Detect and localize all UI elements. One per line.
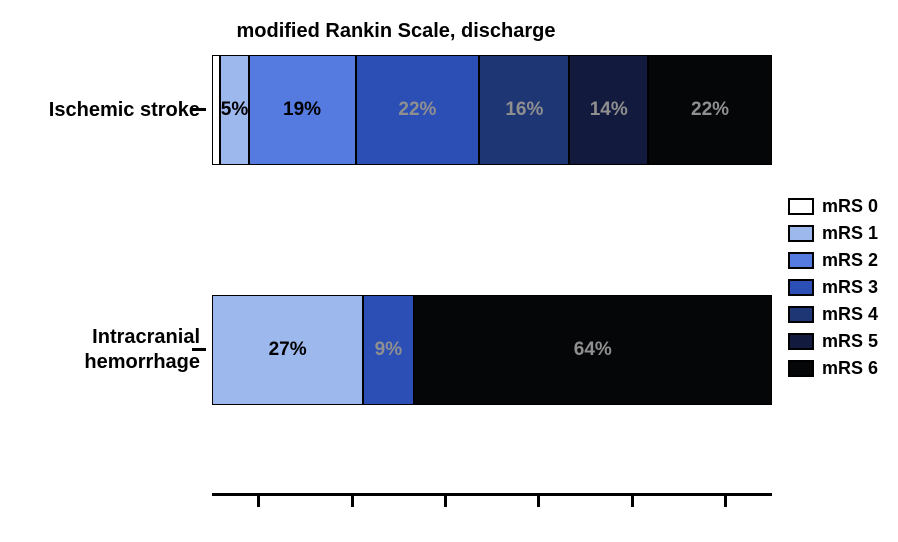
legend-item-mrs4: mRS 4 xyxy=(788,304,878,325)
bar-segment-mrs1: 27% xyxy=(212,295,363,405)
x-tick xyxy=(724,493,727,507)
legend-swatch xyxy=(788,360,814,377)
x-tick xyxy=(444,493,447,507)
segment-label: 16% xyxy=(505,99,543,121)
legend-swatch xyxy=(788,198,814,215)
segment-label: 27% xyxy=(269,339,307,361)
x-tick xyxy=(351,493,354,507)
legend-swatch xyxy=(788,306,814,323)
legend-label: mRS 3 xyxy=(822,277,878,298)
x-tick xyxy=(537,493,540,507)
chart-title: modified Rankin Scale, discharge xyxy=(20,20,772,43)
x-axis xyxy=(212,493,772,496)
category-label-text: hemorrhage xyxy=(84,350,200,375)
legend-label: mRS 2 xyxy=(822,250,878,271)
segment-label: 19% xyxy=(283,99,321,121)
legend-swatch xyxy=(788,252,814,269)
category-label-text: Ischemic stroke xyxy=(49,98,200,123)
segment-label: 9% xyxy=(375,339,402,361)
segment-label: 14% xyxy=(590,99,628,121)
bar-segment-mrs6: 64% xyxy=(414,295,772,405)
plot-area: 5% 19% 22% 16% 14% 22% 27% 9% 64% xyxy=(212,55,772,495)
legend-swatch xyxy=(788,225,814,242)
legend-swatch xyxy=(788,279,814,296)
bar-segment-mrs3: 9% xyxy=(363,295,413,405)
bar-segment-mrs0 xyxy=(212,55,220,165)
bar-ich: 27% 9% 64% xyxy=(212,295,772,405)
bar-segment-mrs5: 14% xyxy=(569,55,648,165)
legend-label: mRS 4 xyxy=(822,304,878,325)
legend-label: mRS 0 xyxy=(822,196,878,217)
bar-ischemic: 5% 19% 22% 16% 14% 22% xyxy=(212,55,772,165)
legend-label: mRS 1 xyxy=(822,223,878,244)
category-label-ich-wrap: Intracranialhemorrhage xyxy=(84,295,200,405)
bar-segment-mrs4: 16% xyxy=(479,55,569,165)
segment-label: 5% xyxy=(221,99,248,121)
bar-segment-mrs6: 22% xyxy=(648,55,772,165)
x-tick xyxy=(257,493,260,507)
segment-label: 22% xyxy=(691,99,729,121)
legend-item-mrs0: mRS 0 xyxy=(788,196,878,217)
mrs-chart: modified Rankin Scale, discharge Ischemi… xyxy=(20,20,878,522)
y-tick xyxy=(192,348,206,351)
category-label-text: Intracranial xyxy=(92,325,200,350)
legend-item-mrs1: mRS 1 xyxy=(788,223,878,244)
y-tick xyxy=(192,108,206,111)
legend: mRS 0 mRS 1 mRS 2 mRS 3 mRS 4 mRS 5 mRS 6 xyxy=(788,196,878,379)
bar-segment-mrs3: 22% xyxy=(356,55,480,165)
bar-segment-mrs1: 5% xyxy=(220,55,248,165)
legend-swatch xyxy=(788,333,814,350)
category-label-ischemic: Ischemic stroke xyxy=(49,55,200,165)
legend-label: mRS 6 xyxy=(822,358,878,379)
bar-segment-mrs2: 19% xyxy=(249,55,356,165)
legend-label: mRS 5 xyxy=(822,331,878,352)
segment-label: 22% xyxy=(398,99,436,121)
legend-item-mrs5: mRS 5 xyxy=(788,331,878,352)
x-tick xyxy=(631,493,634,507)
legend-item-mrs3: mRS 3 xyxy=(788,277,878,298)
segment-label: 64% xyxy=(574,339,612,361)
legend-item-mrs6: mRS 6 xyxy=(788,358,878,379)
legend-item-mrs2: mRS 2 xyxy=(788,250,878,271)
